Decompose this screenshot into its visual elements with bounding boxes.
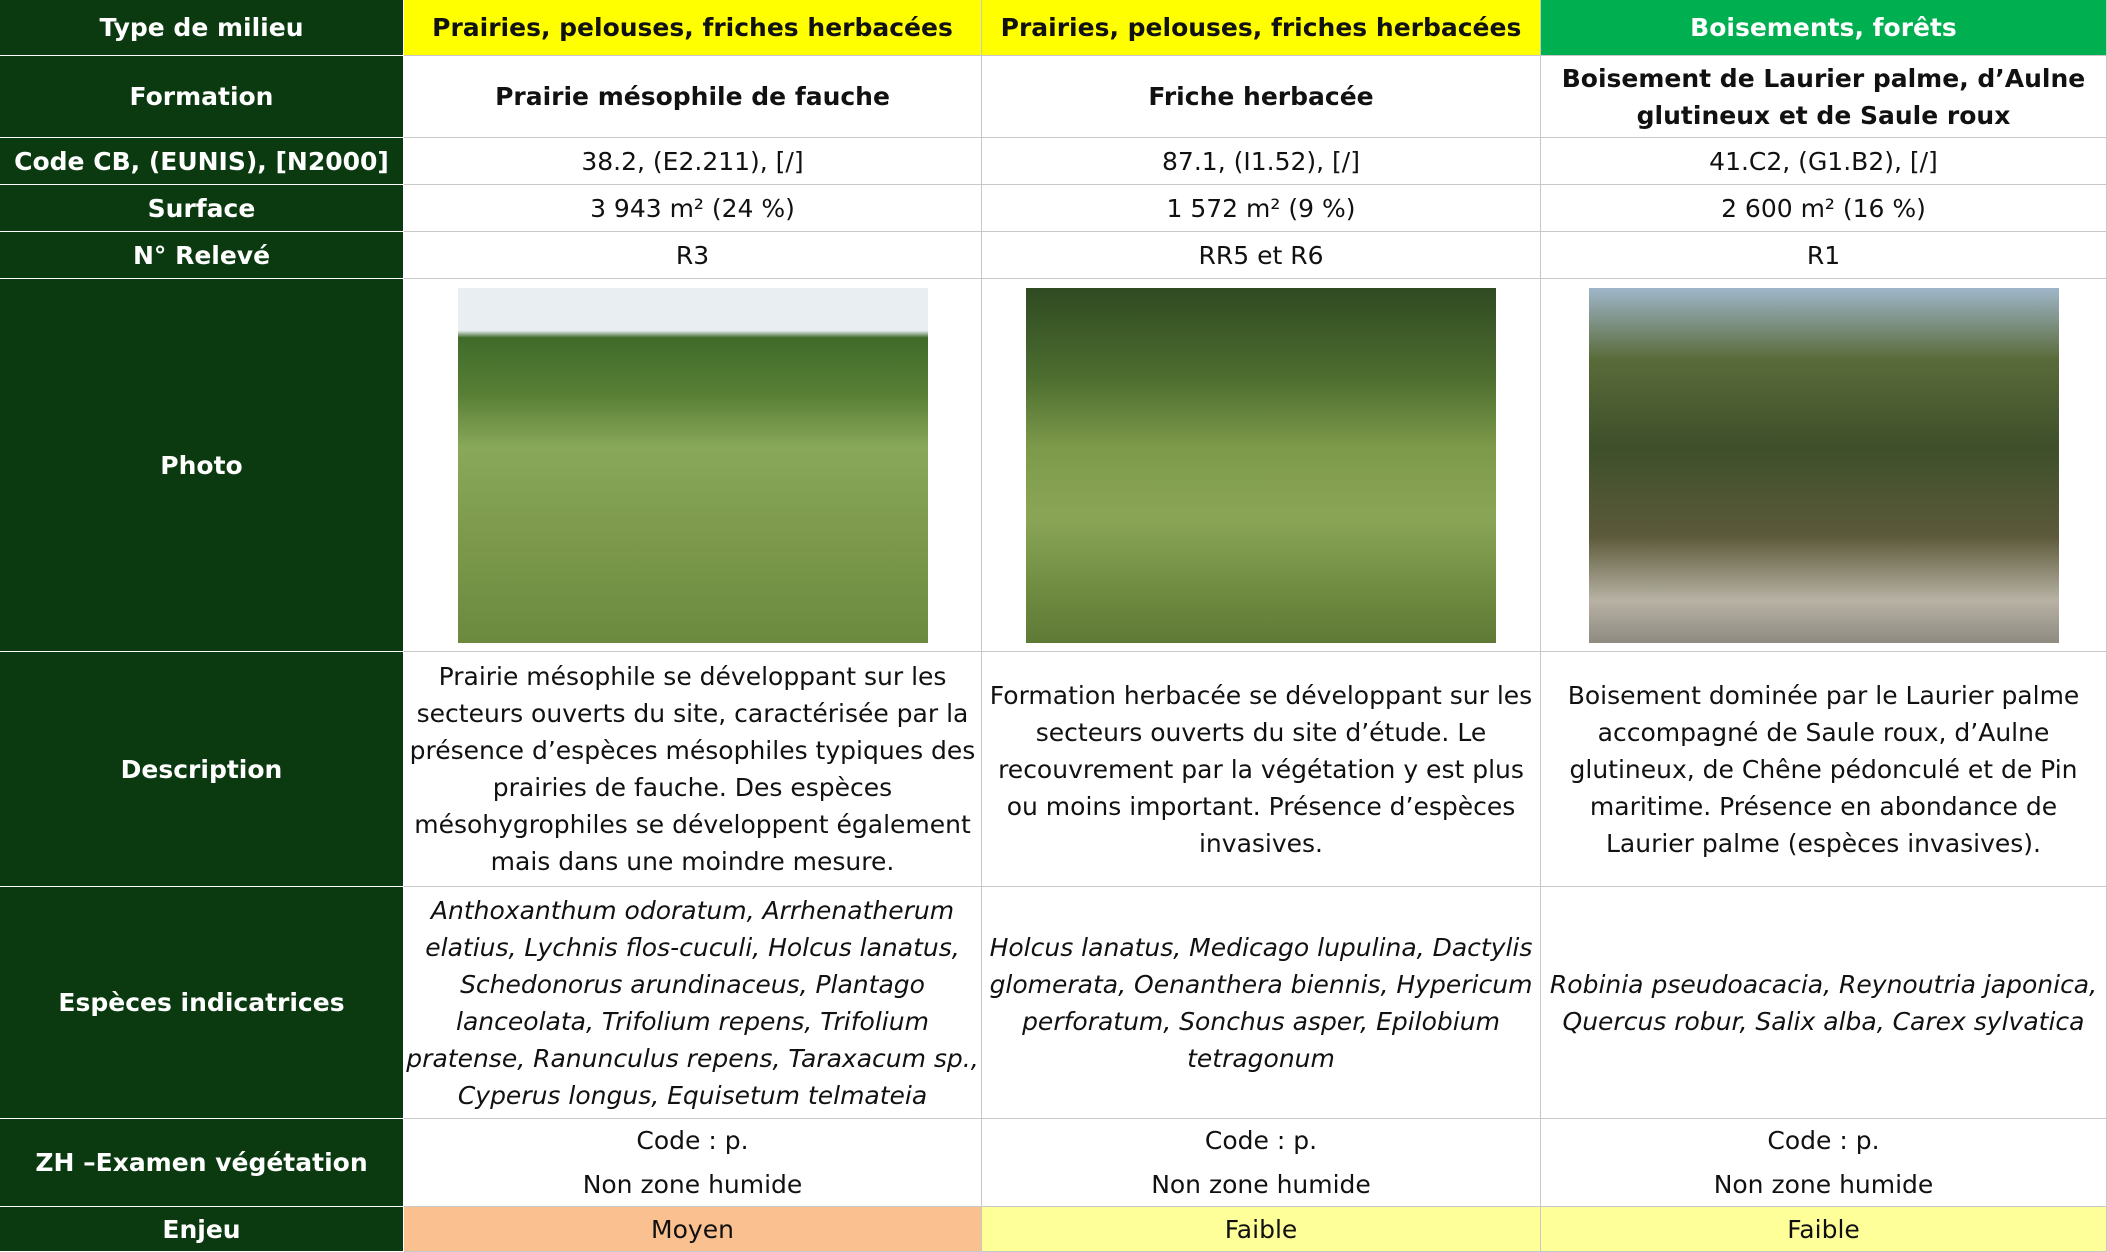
cell-text: 1 572 m² (9 %) (982, 185, 1541, 232)
cell-text: Boisement dominée par le Laurier palme a… (1541, 652, 2107, 887)
zh-cell: Code : p. Non zone humide (1541, 1119, 2107, 1207)
cell-text: Boisement de Laurier palme, d’Aulne glut… (1541, 56, 2107, 138)
photo (1026, 287, 1496, 643)
photo (1588, 287, 2059, 643)
row-label: Enjeu (0, 1207, 404, 1252)
zh-line: Non zone humide (1713, 1169, 1934, 1199)
cell-text: Faible (1541, 1207, 2107, 1252)
cell-text: 87.1, (I1.52), [/] (982, 138, 1541, 185)
cell-text: Robinia pseudoacacia, Reynoutria japonic… (1541, 887, 2107, 1119)
cell-text: 2 600 m² (16 %) (1541, 185, 2107, 232)
cell-text: Prairie mésophile de fauche (404, 56, 982, 138)
row-label: Formation (0, 56, 404, 138)
cell-text: Holcus lanatus, Medicago lupulina, Dacty… (982, 887, 1541, 1119)
row-label: Espèces indicatrices (0, 887, 404, 1119)
cell-text: Anthoxanthum odoratum, Arrhenatherum ela… (404, 887, 982, 1119)
photo-cell (404, 279, 982, 652)
habitat-type: Boisements, forêts (1541, 0, 2107, 56)
zh-cell: Code : p. Non zone humide (982, 1119, 1541, 1207)
cell-text: RR5 et R6 (982, 232, 1541, 279)
cell-text: Faible (982, 1207, 1541, 1252)
habitat-type: Prairies, pelouses, friches herbacées (404, 0, 982, 56)
cell-text: Friche herbacée (982, 56, 1541, 138)
photo (457, 287, 928, 643)
row-label: Surface (0, 185, 404, 232)
cell-text: 38.2, (E2.211), [/] (404, 138, 982, 185)
photo-cell (1541, 279, 2107, 652)
cell-text: 3 943 m² (24 %) (404, 185, 982, 232)
row-label: ZH –Examen végétation (0, 1119, 404, 1207)
cell-text: Prairie mésophile se développant sur les… (404, 652, 982, 887)
zh-line: Code : p. (1204, 1125, 1318, 1155)
zh-line: Code : p. (1767, 1125, 1880, 1155)
row-label: N° Relevé (0, 232, 404, 279)
cell-text: Moyen (404, 1207, 982, 1252)
cell-text: 41.C2, (G1.B2), [/] (1541, 138, 2107, 185)
zh-line: Code : p. (636, 1125, 749, 1155)
row-label: Description (0, 652, 404, 887)
cell-text: R1 (1541, 232, 2107, 279)
cell-text: R3 (404, 232, 982, 279)
zh-line: Non zone humide (1151, 1169, 1371, 1199)
cell-text: Formation herbacée se développant sur le… (982, 652, 1541, 887)
header-label: Type de milieu (0, 0, 404, 56)
habitat-type: Prairies, pelouses, friches herbacées (982, 0, 1541, 56)
zh-cell: Code : p. Non zone humide (404, 1119, 982, 1207)
row-label: Code CB, (EUNIS), [N2000] (0, 138, 404, 185)
row-label: Photo (0, 279, 404, 652)
photo-cell (982, 279, 1541, 652)
zh-line: Non zone humide (582, 1169, 803, 1199)
